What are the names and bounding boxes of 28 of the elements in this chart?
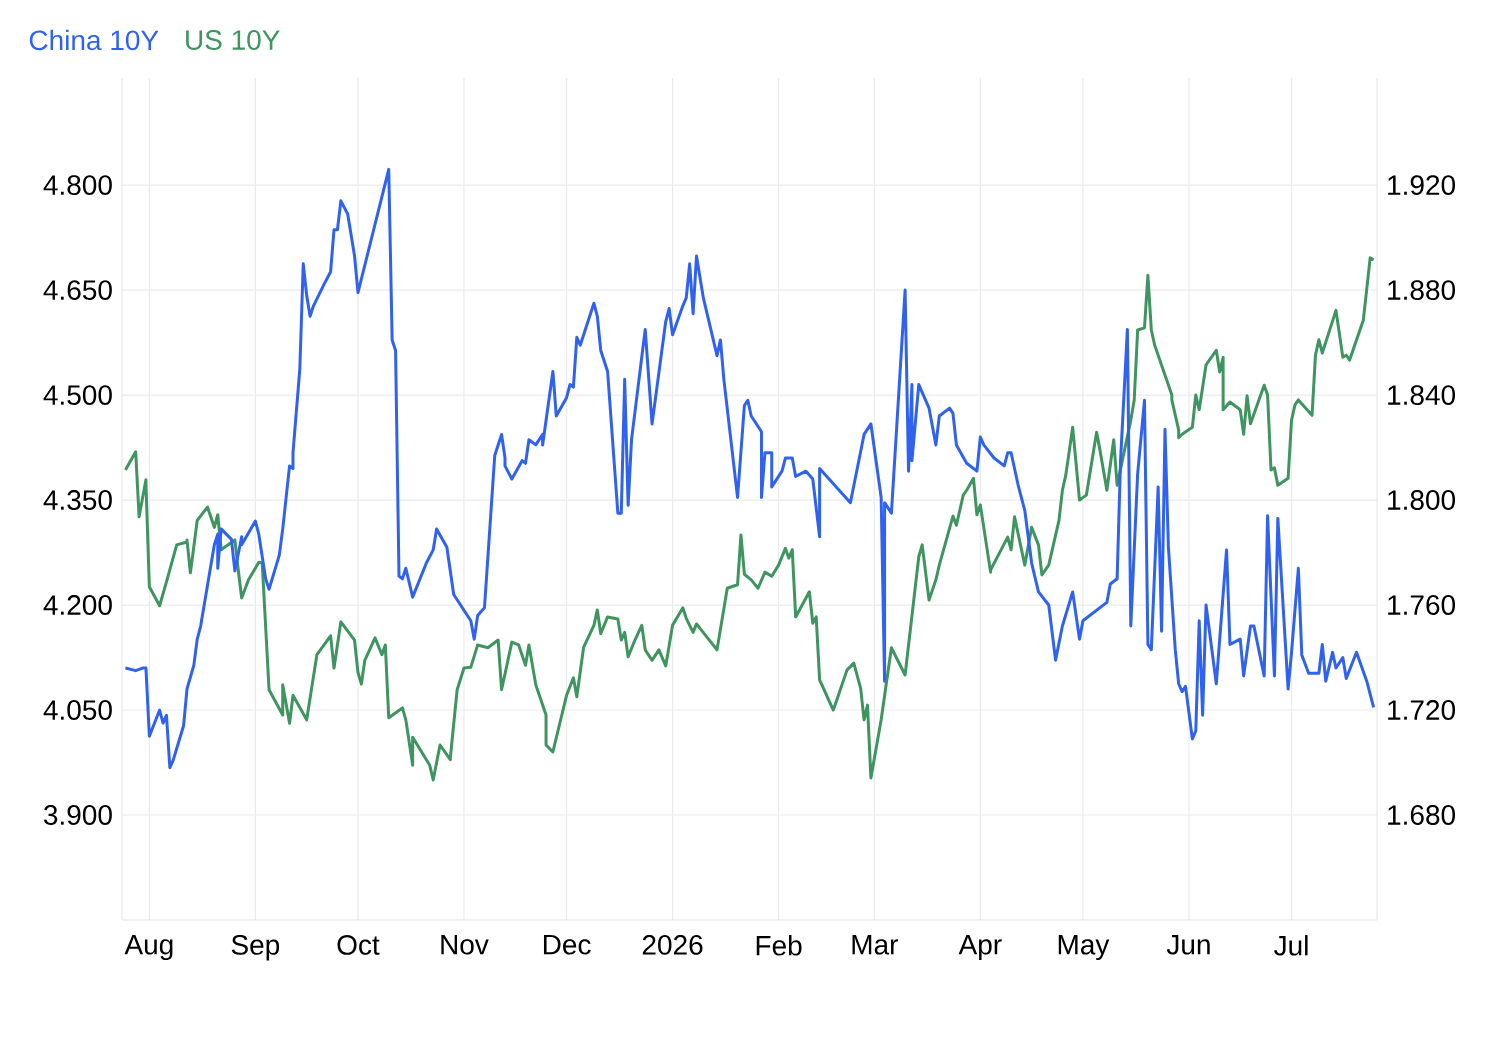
x-tick-label: Sep: [231, 935, 280, 961]
y2-tick-label: 1.760: [1388, 595, 1456, 615]
y2-tick-label: 1.840: [1388, 385, 1456, 405]
x-tick-label: Nov: [441, 935, 489, 955]
x-tick-label: 2026: [642, 935, 703, 955]
y-tick-label: 3.900: [43, 805, 112, 825]
y-tick-label: 4.200: [43, 595, 112, 615]
x-tick-label: Mar: [852, 935, 898, 955]
text: US 10Y: [186, 30, 280, 50]
y-tick-label: 4.500: [43, 385, 112, 405]
x-tick-label: Feb: [756, 935, 802, 956]
x-tick-label: Oct: [337, 935, 380, 955]
x-tick-label: Dec: [543, 935, 591, 955]
x-tick-label: Aug: [124, 935, 173, 961]
x-tick-label: Apr: [958, 935, 1002, 961]
y-tick-label: 4.050: [43, 700, 112, 720]
y2-tick-label: 1.680: [1388, 805, 1456, 825]
y2-tick-label: 1.920: [1388, 175, 1456, 195]
x-tick-label: May: [1058, 935, 1110, 961]
y-tick-label: 4.800: [43, 175, 112, 195]
x-tick-label: Jun: [1166, 935, 1210, 955]
y2-tick-label: 1.800: [1388, 490, 1456, 510]
y2-tick-label: 1.720: [1388, 700, 1456, 720]
y-tick-label: 4.350: [43, 490, 112, 510]
y-tick-label: 4.650: [43, 280, 112, 300]
text: China 10Y: [29, 29, 159, 51]
y2-tick-label: 1.880: [1388, 280, 1456, 300]
x-tick-label: Jul: [1274, 935, 1308, 956]
